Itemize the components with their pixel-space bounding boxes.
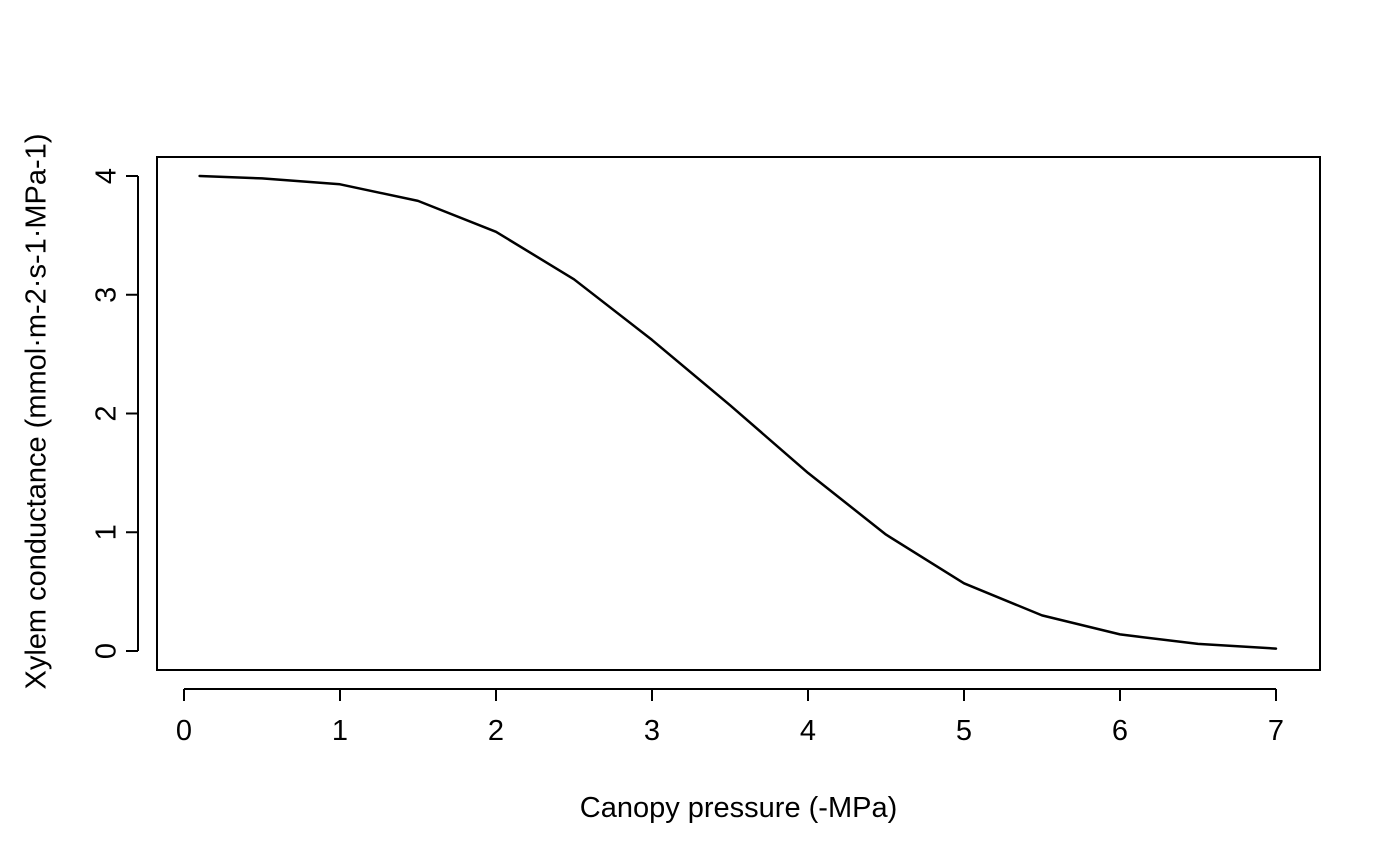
- y-axis-label: Xylem conductance (mmol·m-2·s-1·MPa-1): [21, 134, 53, 690]
- x-axis-label: Canopy pressure (-MPa): [580, 792, 898, 824]
- x-tick-label: 7: [1268, 715, 1284, 747]
- plot-frame: [156, 156, 1321, 671]
- y-tick-label: 1: [91, 524, 123, 540]
- x-tick-label: 5: [956, 715, 972, 747]
- x-tick-label: 4: [800, 715, 816, 747]
- x-tick-label: 2: [488, 715, 504, 747]
- y-tick-label: 2: [91, 405, 123, 421]
- series-line: [198, 174, 1278, 650]
- y-tick-label: 0: [91, 643, 123, 659]
- x-tick-label: 6: [1112, 715, 1128, 747]
- plot-area: [198, 174, 1278, 650]
- y-tick-label: 4: [91, 168, 123, 184]
- x-tick-label: 1: [332, 715, 348, 747]
- x-tick-label: 3: [644, 715, 660, 747]
- x-tick-label: 0: [176, 715, 192, 747]
- y-tick-label: 3: [91, 287, 123, 303]
- axes: 0 1 2 3 4 5 6 7 0 1 2 3 4: [91, 156, 1321, 747]
